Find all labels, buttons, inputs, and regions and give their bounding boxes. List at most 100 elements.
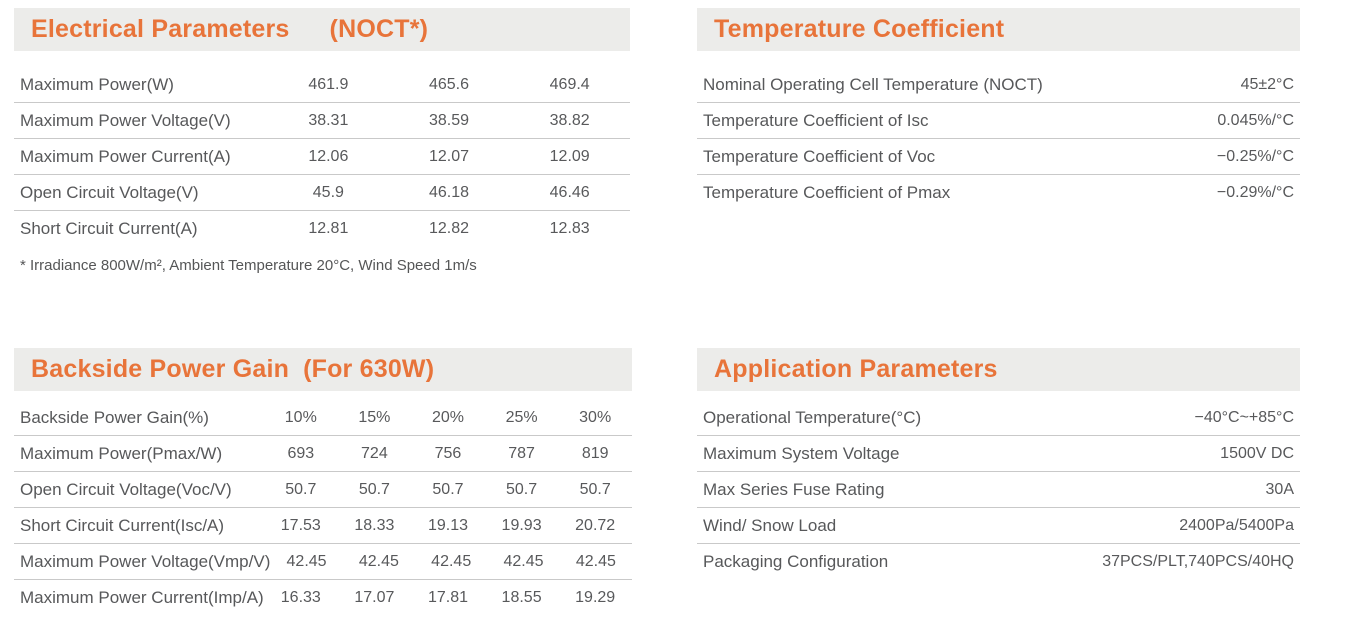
row-value: 30A — [1265, 480, 1294, 498]
row-value: −0.25%/°C — [1216, 147, 1294, 165]
cell-value: 12.83 — [549, 220, 590, 237]
cell-value: 38.59 — [428, 111, 470, 129]
cell-value: 38.82 — [549, 111, 590, 129]
cell-value: 46.18 — [428, 183, 470, 201]
table-row: Maximum Power Current(A) 12.06 12.07 12.… — [14, 139, 630, 175]
row-values: 693 724 756 787 819 — [264, 445, 632, 463]
cell-value: 50.7 — [506, 480, 538, 498]
row-label: Maximum Power(Pmax/W) — [20, 443, 223, 463]
row-label: Temperature Coefficient of Pmax — [703, 183, 951, 202]
electrical-parameters-panel: Electrical Parameters (NOCT*) Maximum Po… — [14, 8, 630, 274]
noct-footnote: * Irradiance 800W/m², Ambient Temperatur… — [20, 257, 477, 274]
row-label: Maximum Power Voltage(Vmp/V) — [20, 551, 271, 571]
table-row: Short Circuit Current(Isc/A) 17.53 18.33… — [14, 508, 632, 544]
cell-value: 10% — [284, 408, 317, 426]
cell-value: 42.45 — [431, 552, 472, 570]
temperature-coefficient-table: Nominal Operating Cell Temperature (NOCT… — [697, 67, 1300, 211]
electrical-parameters-table: Maximum Power(W) 461.9 465.6 469.4 Maxim… — [14, 67, 630, 247]
row-value: 2400Pa/5400Pa — [1179, 516, 1294, 534]
table-row: Operational Temperature(°C) −40°C~+85°C — [697, 400, 1300, 436]
row-value: 1500V DC — [1220, 444, 1294, 462]
row-values: 50.7 50.7 50.7 50.7 50.7 — [264, 481, 632, 499]
row-label: Maximum Power Current(A) — [20, 146, 231, 166]
cell-value: 20.72 — [575, 516, 616, 534]
backside-power-gain-panel: Backside Power Gain (For 630W) Backside … — [14, 348, 632, 616]
row-label: Max Series Fuse Rating — [703, 479, 885, 499]
row-label: Open Circuit Voltage(Voc/V) — [20, 479, 232, 499]
row-value: 0.045%/°C — [1217, 111, 1294, 129]
table-row: Open Circuit Voltage(Voc/V) 50.7 50.7 50… — [14, 472, 632, 508]
row-label: Wind/ Snow Load — [703, 515, 837, 535]
application-parameters-header: Application Parameters — [697, 348, 1300, 391]
row-values: 10% 15% 20% 25% 30% — [264, 409, 632, 427]
row-label: Maximum Power(W) — [20, 74, 174, 94]
temperature-coefficient-title: Temperature Coefficient — [714, 15, 1005, 43]
cell-value: 12.07 — [428, 147, 470, 165]
row-label: Temperature Coefficient of Voc — [703, 146, 936, 166]
table-row: Max Series Fuse Rating 30A — [697, 472, 1300, 508]
row-value: 45±2°C — [1240, 75, 1294, 93]
cell-value: 819 — [581, 444, 609, 462]
row-values: 42.45 42.45 42.45 42.45 42.45 — [270, 553, 632, 571]
cell-value: 42.45 — [503, 552, 544, 570]
cell-value: 17.53 — [280, 516, 321, 534]
cell-value: 15% — [358, 408, 391, 426]
row-label: Packaging Configuration — [703, 552, 889, 571]
cell-value: 45.9 — [312, 183, 344, 201]
row-label: Maximum System Voltage — [703, 443, 900, 463]
row-values: 461.9 465.6 469.4 — [268, 76, 630, 94]
cell-value: 19.13 — [427, 516, 468, 534]
row-values: 38.31 38.59 38.82 — [268, 112, 630, 130]
cell-value: 42.45 — [358, 552, 399, 570]
row-label: Short Circuit Current(Isc/A) — [20, 515, 225, 535]
table-row: Maximum Power Voltage(Vmp/V) 42.45 42.45… — [14, 544, 632, 580]
cell-value: 12.09 — [549, 147, 590, 165]
row-label: Short Circuit Current(A) — [20, 219, 198, 238]
cell-value: 12.82 — [428, 220, 470, 237]
electrical-parameters-header: Electrical Parameters (NOCT*) — [14, 8, 630, 51]
cell-value: 12.81 — [308, 220, 349, 237]
row-values: 17.53 18.33 19.13 19.93 20.72 — [264, 517, 632, 535]
table-row: Packaging Configuration 37PCS/PLT,740PCS… — [697, 544, 1300, 580]
cell-value: 38.31 — [308, 111, 349, 129]
row-label: Maximum Power Current(Imp/A) — [20, 588, 264, 607]
table-row: Open Circuit Voltage(V) 45.9 46.18 46.46 — [14, 175, 630, 211]
table-row: Temperature Coefficient of Voc −0.25%/°C — [697, 139, 1300, 175]
row-label: Maximum Power Voltage(V) — [20, 110, 231, 130]
table-row: Maximum Power Voltage(V) 38.31 38.59 38.… — [14, 103, 630, 139]
backside-power-gain-title-note: (For 630W) — [303, 355, 435, 383]
temperature-coefficient-panel: Temperature Coefficient Nominal Operatin… — [697, 8, 1300, 211]
cell-value: 50.7 — [579, 480, 611, 498]
row-values: 12.06 12.07 12.09 — [268, 148, 630, 166]
table-row: Nominal Operating Cell Temperature (NOCT… — [697, 67, 1300, 103]
row-label: Temperature Coefficient of Isc — [703, 110, 929, 130]
table-row: Maximum Power(Pmax/W) 693 724 756 787 81… — [14, 436, 632, 472]
electrical-parameters-title: Electrical Parameters — [31, 15, 290, 43]
application-parameters-panel: Application Parameters Operational Tempe… — [697, 348, 1300, 580]
row-value: −40°C~+85°C — [1194, 408, 1294, 426]
cell-value: 20% — [431, 408, 464, 426]
row-values: 16.33 17.07 17.81 18.55 19.29 — [264, 589, 632, 607]
cell-value: 12.06 — [308, 147, 349, 165]
row-label: Open Circuit Voltage(V) — [20, 182, 199, 202]
cell-value: 693 — [287, 444, 315, 462]
cell-value: 787 — [508, 444, 535, 462]
electrical-parameters-title-note: (NOCT*) — [329, 15, 429, 43]
table-row: Temperature Coefficient of Pmax −0.29%/°… — [697, 175, 1300, 211]
application-parameters-title: Application Parameters — [714, 355, 998, 383]
cell-value: 30% — [579, 408, 612, 426]
application-parameters-table: Operational Temperature(°C) −40°C~+85°C … — [697, 400, 1300, 580]
cell-value: 19.93 — [501, 516, 542, 534]
table-row: Maximum Power Current(Imp/A) 16.33 17.07… — [14, 580, 632, 616]
cell-value: 465.6 — [428, 75, 470, 93]
row-values: 45.9 46.18 46.46 — [268, 184, 630, 202]
backside-power-gain-table: Backside Power Gain(%) 10% 15% 20% 25% 3… — [14, 400, 632, 616]
cell-value: 469.4 — [549, 75, 590, 93]
cell-value: 46.46 — [549, 183, 590, 201]
cell-value: 42.45 — [575, 552, 616, 570]
backside-power-gain-header: Backside Power Gain (For 630W) — [14, 348, 632, 391]
temperature-coefficient-header: Temperature Coefficient — [697, 8, 1300, 51]
cell-value: 17.07 — [354, 589, 395, 606]
table-row: Maximum Power(W) 461.9 465.6 469.4 — [14, 67, 630, 103]
